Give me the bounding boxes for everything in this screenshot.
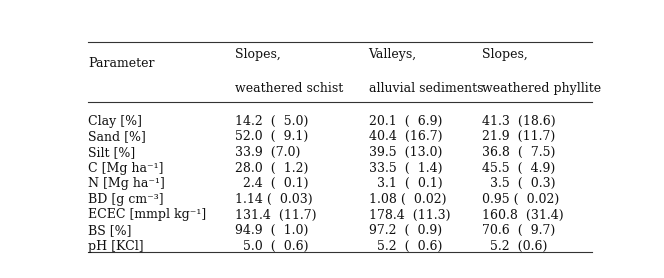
Text: 39.5  (13.0): 39.5 (13.0) [369,146,442,159]
Text: C [Mg ha⁻¹]: C [Mg ha⁻¹] [88,162,163,175]
Text: 36.8  (  7.5): 36.8 ( 7.5) [482,146,555,159]
Text: 97.2  (  0.9): 97.2 ( 0.9) [369,224,442,237]
Text: 52.0  (  9.1): 52.0 ( 9.1) [235,130,308,143]
Text: 3.1  (  0.1): 3.1 ( 0.1) [369,177,442,190]
Text: Parameter: Parameter [88,57,155,70]
Text: Valleys,: Valleys, [369,48,417,61]
Text: 178.4  (11.3): 178.4 (11.3) [369,208,450,222]
Text: 14.2  (  5.0): 14.2 ( 5.0) [235,115,308,128]
Text: pH [KCl]: pH [KCl] [88,240,144,253]
Text: BD [g cm⁻³]: BD [g cm⁻³] [88,193,164,206]
Text: 40.4  (16.7): 40.4 (16.7) [369,130,442,143]
Text: 3.5  (  0.3): 3.5 ( 0.3) [482,177,555,190]
Text: Slopes,: Slopes, [482,48,528,61]
Text: ECEC [mmpl kg⁻¹]: ECEC [mmpl kg⁻¹] [88,208,207,222]
Text: Silt [%]: Silt [%] [88,146,135,159]
Text: 5.0  (  0.6): 5.0 ( 0.6) [235,240,308,253]
Text: 33.9  (7.0): 33.9 (7.0) [235,146,300,159]
Text: 5.2  (  0.6): 5.2 ( 0.6) [369,240,442,253]
Text: 5.2  (0.6): 5.2 (0.6) [482,240,547,253]
Text: 20.1  (  6.9): 20.1 ( 6.9) [369,115,442,128]
Text: 21.9  (11.7): 21.9 (11.7) [482,130,555,143]
Text: BS [%]: BS [%] [88,224,131,237]
Text: weathered schist: weathered schist [235,81,343,95]
Text: 1.14 (  0.03): 1.14 ( 0.03) [235,193,313,206]
Text: 0.95 (  0.02): 0.95 ( 0.02) [482,193,559,206]
Text: 131.4  (11.7): 131.4 (11.7) [235,208,316,222]
Text: 160.8  (31.4): 160.8 (31.4) [482,208,564,222]
Text: alluvial sediments: alluvial sediments [369,81,483,95]
Text: Clay [%]: Clay [%] [88,115,142,128]
Text: N [Mg ha⁻¹]: N [Mg ha⁻¹] [88,177,165,190]
Text: Slopes,: Slopes, [235,48,281,61]
Text: 94.9  (  1.0): 94.9 ( 1.0) [235,224,308,237]
Text: weathered phyllite: weathered phyllite [482,81,601,95]
Text: 33.5  (  1.4): 33.5 ( 1.4) [369,162,442,175]
Text: 1.08 (  0.02): 1.08 ( 0.02) [369,193,446,206]
Text: 41.3  (18.6): 41.3 (18.6) [482,115,556,128]
Text: 28.0  (  1.2): 28.0 ( 1.2) [235,162,308,175]
Text: 45.5  (  4.9): 45.5 ( 4.9) [482,162,555,175]
Text: 70.6  (  9.7): 70.6 ( 9.7) [482,224,555,237]
Text: Sand [%]: Sand [%] [88,130,146,143]
Text: 2.4  (  0.1): 2.4 ( 0.1) [235,177,308,190]
